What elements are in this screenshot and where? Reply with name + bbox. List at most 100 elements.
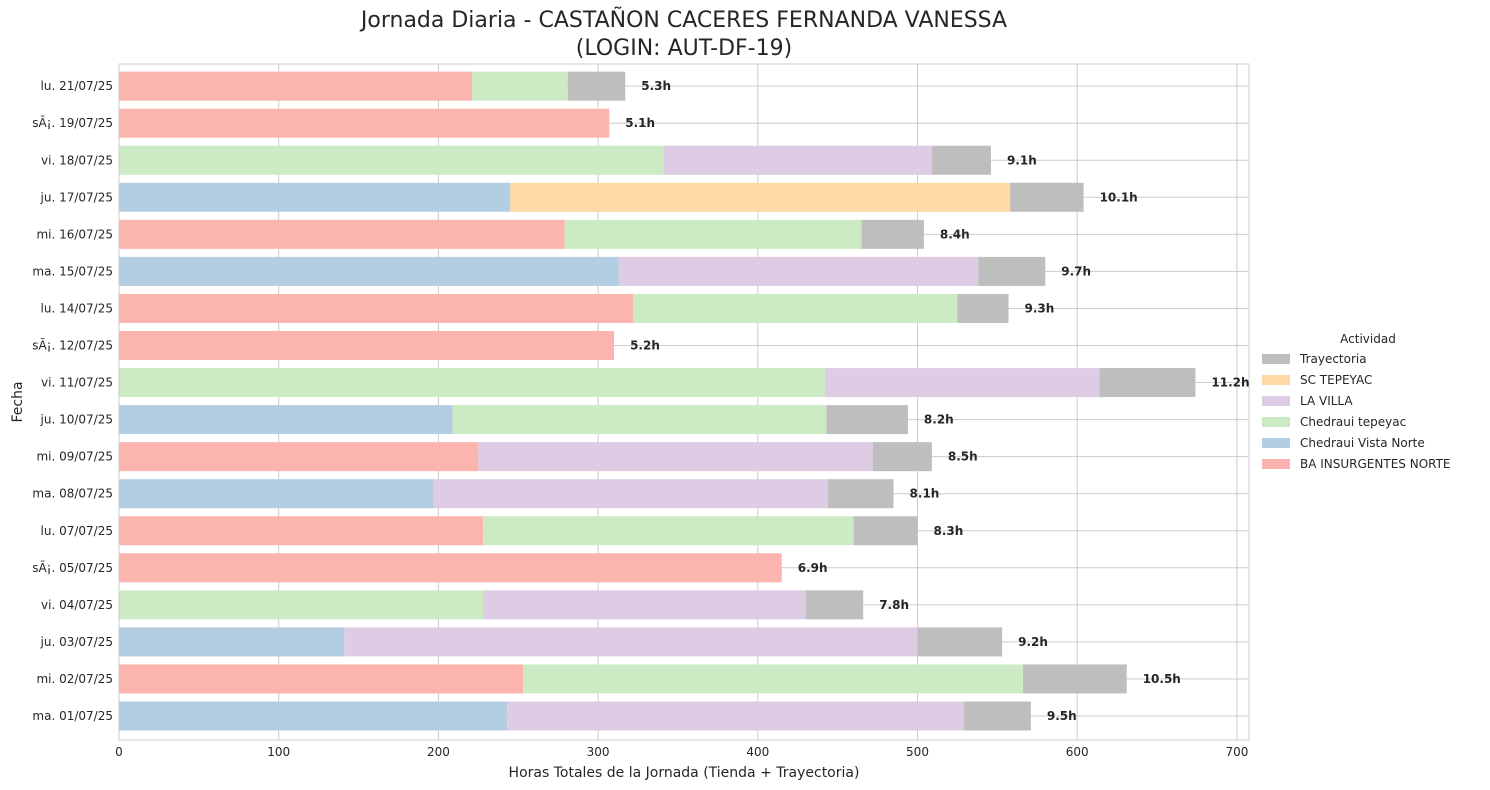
bar-segment <box>828 479 894 509</box>
y-tick-label: mi. 16/07/25 <box>36 227 113 241</box>
legend-entry-label: SC TEPEYAC <box>1300 373 1372 387</box>
bar-total-label: 7.8h <box>879 598 909 612</box>
y-tick-label: lu. 21/07/25 <box>41 79 113 93</box>
bar-segment <box>917 627 1003 657</box>
bar-segment <box>119 182 511 212</box>
bar-segment <box>483 516 854 546</box>
bar-total-label: 5.1h <box>625 116 655 130</box>
bar-segment <box>564 219 862 249</box>
bar-total-label: 5.3h <box>641 79 671 93</box>
bar-total-label: 5.2h <box>630 339 660 353</box>
y-tick-label: ma. 15/07/25 <box>32 264 113 278</box>
y-tick-label: mi. 02/07/25 <box>36 672 113 686</box>
bar-segment <box>824 368 1100 398</box>
y-tick-label: ju. 10/07/25 <box>40 413 113 427</box>
bar-segment <box>452 405 827 435</box>
y-tick-label: vi. 18/07/25 <box>41 153 113 167</box>
legend-title: Actividad <box>1340 332 1396 346</box>
bar-total-label: 9.2h <box>1018 635 1048 649</box>
bar-total-label: 11.2h <box>1211 376 1249 390</box>
bar-segment <box>853 516 918 546</box>
y-tick-label: vi. 11/07/25 <box>41 376 113 390</box>
bar-segment <box>510 182 1011 212</box>
x-tick-label: 600 <box>1066 745 1089 759</box>
bar-total-label: 10.5h <box>1143 672 1181 686</box>
y-tick-label: mi. 09/07/25 <box>36 450 113 464</box>
x-tick-label: 200 <box>427 745 450 759</box>
bar-segment <box>478 442 873 472</box>
bar-segment <box>1099 368 1196 398</box>
bar-segment <box>931 145 991 175</box>
bar-total-label: 8.3h <box>934 524 964 538</box>
y-tick-label: ma. 01/07/25 <box>32 709 113 723</box>
legend-entry-label: LA VILLA <box>1300 394 1353 408</box>
bar-total-label: 9.7h <box>1061 264 1091 278</box>
y-axis-label: Fecha <box>10 381 26 422</box>
x-tick-label: 700 <box>1225 745 1248 759</box>
bar-total-label: 6.9h <box>798 561 828 575</box>
bar-segment <box>567 71 626 101</box>
bar-segment <box>471 71 568 101</box>
bar-segment <box>861 219 924 249</box>
x-tick-label: 100 <box>267 745 290 759</box>
bar-segment <box>119 145 664 175</box>
bar-segment <box>119 590 484 620</box>
bar-total-label: 9.5h <box>1047 709 1077 723</box>
bar-segment <box>523 664 1023 694</box>
bar-segment <box>119 405 453 435</box>
bar-segment <box>957 293 1009 323</box>
x-axis-label: Horas Totales de la Jornada (Tienda + Tr… <box>509 765 860 781</box>
bar-total-label: 10.1h <box>1100 190 1138 204</box>
bar-total-label: 9.1h <box>1007 153 1037 167</box>
legend-entry-label: Trayectoria <box>1299 352 1367 366</box>
bar-segment <box>119 256 619 286</box>
bar-total-label: 8.5h <box>948 450 978 464</box>
bar-segment <box>663 145 932 175</box>
bar-segment <box>963 701 1031 731</box>
plot-area-background <box>119 64 1249 740</box>
legend-swatch <box>1262 354 1290 364</box>
x-tick-label: 0 <box>115 745 123 759</box>
y-tick-label: lu. 14/07/25 <box>41 301 113 315</box>
y-tick-label: lu. 07/07/25 <box>41 524 113 538</box>
chart-title-line-1: Jornada Diaria - CASTAÑON CACERES FERNAN… <box>359 6 1007 33</box>
bar-total-label: 8.4h <box>940 227 970 241</box>
bar-segment <box>119 368 825 398</box>
y-tick-label: ju. 03/07/25 <box>40 635 113 649</box>
bar-segment <box>119 664 524 694</box>
y-tick-labels: ma. 01/07/25 mi. 02/07/25 ju. 03/07/25 vi. … <box>32 79 113 723</box>
bar-segment <box>119 293 634 323</box>
bar-segment <box>507 701 964 731</box>
bar-segment <box>483 590 806 620</box>
legend-entry-label: BA INSURGENTES NORTE <box>1300 457 1451 471</box>
bar-segment <box>119 331 615 360</box>
chart-title-line-2: (LOGIN: AUT-DF-19) <box>576 36 792 61</box>
bar-segment <box>826 405 908 435</box>
legend-swatch <box>1262 417 1290 427</box>
bar-segment <box>119 219 565 249</box>
y-tick-label: ma. 08/07/25 <box>32 487 113 501</box>
plot-area-frame <box>118 63 1250 741</box>
bar-segment <box>1010 182 1084 212</box>
bar-segment <box>119 701 508 731</box>
y-tick-label: vi. 04/07/25 <box>41 598 113 612</box>
y-tick-label: sÃ¡. 05/07/25 <box>32 560 113 575</box>
legend-entry-label: Chedraui Vista Norte <box>1300 436 1425 450</box>
bar-segment <box>119 479 434 509</box>
y-tick-label: ju. 17/07/25 <box>40 190 113 204</box>
bar-segment <box>433 479 829 509</box>
legend-entry-label: Chedraui tepeyac <box>1300 415 1406 429</box>
bar-segment <box>119 71 472 101</box>
bar-segment <box>872 442 932 472</box>
bar-segment <box>1022 664 1127 694</box>
bar-segment <box>618 256 979 286</box>
legend: Actividad Trayectoria SC TEPEYAC LA VILLA C… <box>1262 332 1451 471</box>
bar-total-label: 9.3h <box>1025 301 1055 315</box>
chart-title: Jornada Diaria - CASTAÑON CACERES FERNAN… <box>359 6 1007 61</box>
x-tick-label: 500 <box>906 745 929 759</box>
bar-total-label: 8.2h <box>924 413 954 427</box>
bar-segment <box>119 108 610 138</box>
x-tick-labels: 0 100 200 300 400 500 600 700 <box>115 745 1248 759</box>
bar-total-labels: 9.5h 10.5h 9.2h 7.8h 6.9h 8.3h 8.1h 8.5h 8.2h 11.… <box>625 79 1249 723</box>
